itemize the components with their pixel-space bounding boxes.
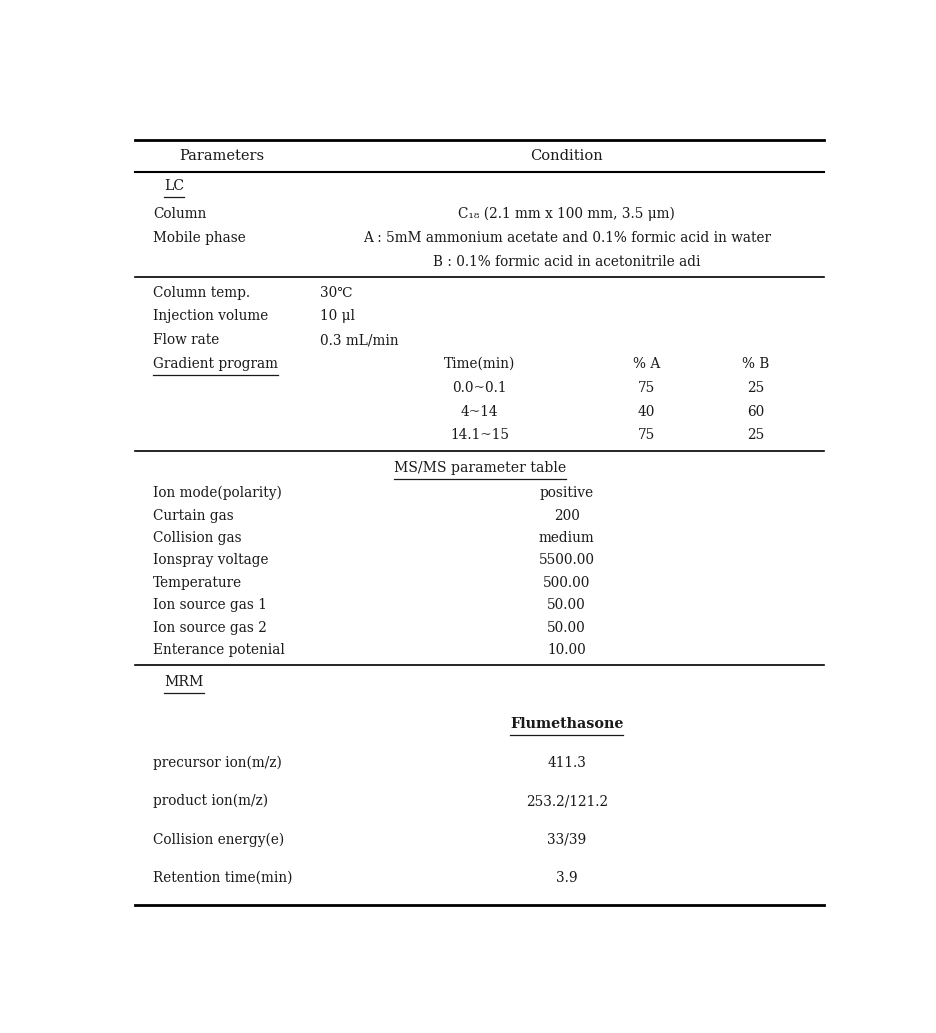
Text: 75: 75	[638, 429, 655, 442]
Text: 50.00: 50.00	[548, 621, 586, 635]
Text: Enterance potenial: Enterance potenial	[154, 644, 285, 657]
Text: % B: % B	[741, 357, 769, 371]
Text: precursor ion(m/z): precursor ion(m/z)	[154, 756, 282, 770]
Text: 500.00: 500.00	[543, 576, 591, 590]
Text: 200: 200	[554, 508, 579, 523]
Text: C₁₈ (2.1 mm x 100 mm, 3.5 μm): C₁₈ (2.1 mm x 100 mm, 3.5 μm)	[459, 207, 675, 221]
Text: Ion source gas 2: Ion source gas 2	[154, 621, 267, 635]
Text: 30℃: 30℃	[320, 286, 353, 300]
Text: Curtain gas: Curtain gas	[154, 508, 234, 523]
Text: 14.1~15: 14.1~15	[450, 429, 509, 442]
Text: Column temp.: Column temp.	[154, 286, 251, 300]
Text: Column: Column	[154, 207, 207, 221]
Text: 411.3: 411.3	[548, 756, 586, 770]
Text: Mobile phase: Mobile phase	[154, 231, 246, 246]
Text: Collision gas: Collision gas	[154, 531, 241, 545]
Text: positive: positive	[540, 487, 593, 500]
Text: B : 0.1% formic acid in acetonitrile adi: B : 0.1% formic acid in acetonitrile adi	[433, 255, 700, 270]
Text: Parameters: Parameters	[180, 149, 265, 163]
Text: MS/MS parameter table: MS/MS parameter table	[393, 461, 566, 475]
Text: A : 5mM ammonium acetate and 0.1% formic acid in water: A : 5mM ammonium acetate and 0.1% formic…	[363, 231, 770, 246]
Text: Condition: Condition	[531, 149, 603, 163]
Text: Time(min): Time(min)	[444, 357, 516, 371]
Text: Flumethasone: Flumethasone	[510, 717, 623, 730]
Text: % A: % A	[633, 357, 660, 371]
Text: Gradient program: Gradient program	[154, 357, 278, 371]
Text: 33/39: 33/39	[548, 833, 586, 847]
Text: product ion(m/z): product ion(m/z)	[154, 794, 269, 809]
Text: 3.9: 3.9	[556, 871, 578, 885]
Text: Temperature: Temperature	[154, 576, 242, 590]
Text: 10.00: 10.00	[548, 644, 586, 657]
Text: Ion source gas 1: Ion source gas 1	[154, 598, 267, 613]
Text: 0.0~0.1: 0.0~0.1	[452, 381, 507, 395]
Text: Injection volume: Injection volume	[154, 310, 269, 323]
Text: 5500.00: 5500.00	[539, 554, 594, 567]
Text: 25: 25	[747, 429, 764, 442]
Text: 75: 75	[638, 381, 655, 395]
Text: Retention time(min): Retention time(min)	[154, 871, 293, 885]
Text: MRM: MRM	[164, 676, 203, 689]
Text: Ion mode(polarity): Ion mode(polarity)	[154, 486, 282, 500]
Text: LC: LC	[164, 180, 184, 193]
Text: 60: 60	[747, 405, 764, 418]
Text: 0.3 mL/min: 0.3 mL/min	[320, 334, 399, 347]
Text: Collision energy(e): Collision energy(e)	[154, 833, 285, 847]
Text: 253.2/121.2: 253.2/121.2	[526, 794, 607, 808]
Text: 10 μl: 10 μl	[320, 310, 355, 323]
Text: 25: 25	[747, 381, 764, 395]
Text: Flow rate: Flow rate	[154, 334, 220, 347]
Text: 4~14: 4~14	[461, 405, 499, 418]
Text: 40: 40	[637, 405, 655, 418]
Text: Ionspray voltage: Ionspray voltage	[154, 554, 269, 567]
Text: 50.00: 50.00	[548, 598, 586, 613]
Text: medium: medium	[539, 531, 594, 545]
